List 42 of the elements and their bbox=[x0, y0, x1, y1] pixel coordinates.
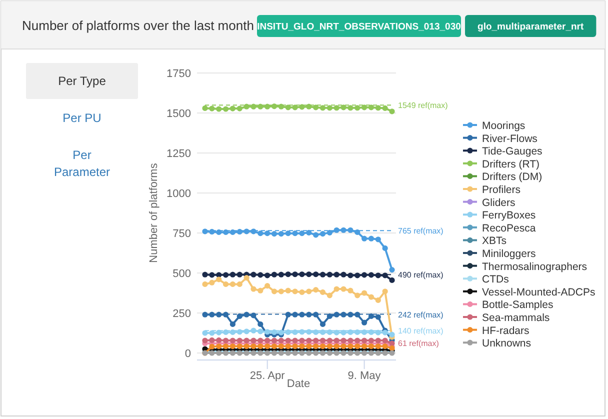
legend-label: Tide-Gauges bbox=[482, 146, 542, 158]
y-tick-label: 250 bbox=[172, 308, 191, 320]
legend-label: River-Flows bbox=[482, 132, 538, 145]
legend-label: Vessel-Mounted-ADCPs bbox=[482, 286, 596, 298]
y-axis-title: Number of platforms bbox=[148, 162, 160, 263]
y-tick-label: 1250 bbox=[166, 148, 191, 160]
x-tick-label: 9. May bbox=[348, 370, 382, 382]
y-tick-label: 1000 bbox=[166, 188, 191, 200]
ref-line-label: 242 ref(max) bbox=[398, 310, 444, 320]
y-tick-label: 1500 bbox=[166, 108, 191, 120]
legend-label: Thermosalinographers bbox=[482, 260, 588, 273]
legend-label: Bottle-Samples bbox=[482, 299, 554, 312]
x-tick-label: 25. Apr bbox=[250, 370, 286, 382]
legend-label: HF-radars bbox=[482, 324, 530, 337]
text: Per Type bbox=[58, 74, 106, 88]
text: INSITU_GLO_NRT_OBSERVATIONS_013_030 bbox=[257, 22, 461, 32]
legend-label: Unknowns bbox=[482, 338, 532, 350]
text: glo_multiparameter_nrt bbox=[478, 22, 584, 32]
ref-line-label: 765 ref(max) bbox=[398, 226, 444, 236]
legend-label: Sea-mammals bbox=[482, 312, 550, 324]
chart-title: Number of platforms over the last month bbox=[22, 18, 254, 33]
y-tick-label: 750 bbox=[172, 228, 191, 240]
ref-line-label: 1549 ref(max) bbox=[398, 101, 448, 110]
legend-label: RecoPesca bbox=[482, 222, 536, 234]
legend-label: Gliders bbox=[482, 196, 516, 209]
ref-line-label: 140 ref(max) bbox=[398, 326, 444, 336]
legend-label: XBTs bbox=[482, 235, 507, 248]
legend-label: Drifters (DM) bbox=[482, 171, 542, 184]
text: Per PU bbox=[62, 111, 102, 125]
ref-line-label: 61 ref(max) bbox=[398, 339, 440, 348]
y-tick-label: 0 bbox=[184, 348, 191, 360]
legend-label: Moorings bbox=[482, 120, 526, 132]
text: Per Parameter bbox=[54, 148, 110, 179]
x-axis-title: Date bbox=[286, 378, 310, 390]
legend-label: Profilers bbox=[482, 184, 521, 196]
legend-label: CTDs bbox=[482, 274, 509, 286]
legend-label: Miniloggers bbox=[482, 248, 536, 260]
y-tick-label: 1750 bbox=[166, 68, 191, 80]
y-tick-label: 500 bbox=[172, 268, 191, 280]
legend-label: FerryBoxes bbox=[482, 210, 536, 222]
legend-label: Drifters (RT) bbox=[482, 158, 540, 170]
ref-line-label: 490 ref(max) bbox=[398, 270, 444, 280]
